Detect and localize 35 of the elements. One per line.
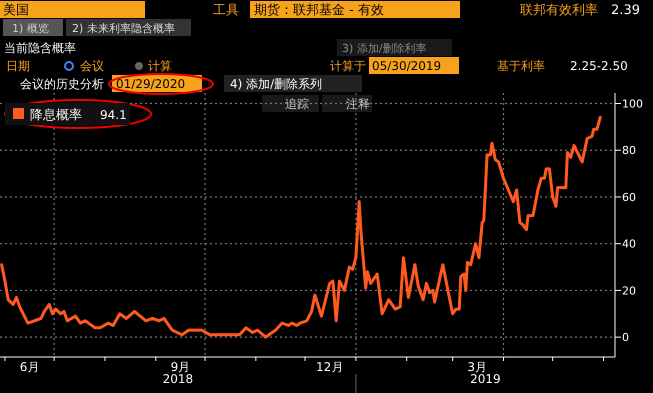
text: 美国 [3, 2, 29, 18]
text: 工具 [213, 3, 239, 18]
text: 01/29/2020 [116, 77, 186, 91]
y-tick-label: 40 [622, 238, 636, 251]
x-tick-label: 12月 [316, 360, 344, 374]
annotation: 注释 [346, 97, 370, 111]
text: 会议的历史分析 [20, 77, 104, 91]
text: 05/30/2019 [372, 59, 442, 73]
x-tick-label: 9月 [170, 360, 190, 374]
text: 计算 [148, 59, 172, 73]
text: 2019 [470, 372, 501, 386]
text: 2) 未来利率隐含概率 [72, 22, 175, 35]
text: 2.39 [611, 3, 640, 18]
text: 会议 [80, 59, 104, 73]
text: 期货：联邦基金 - 有效 [254, 3, 384, 18]
text: 联邦有效利率 [520, 2, 598, 18]
y-tick-label: 100 [622, 98, 643, 111]
annotation: 94.1 [100, 108, 127, 122]
y-tick-label: 60 [622, 190, 636, 204]
x-tick-label: 3月 [467, 360, 488, 374]
text: 基于利率 [497, 59, 545, 73]
chart-title: 当前隐含概率 [4, 41, 76, 55]
text: 日期 [6, 59, 30, 73]
y-tick-label: 0 [622, 331, 629, 344]
text: 计算于 [330, 59, 366, 73]
text: 1) 概览 [12, 22, 49, 35]
x-tick-label: 6月 [20, 360, 40, 374]
text: 2018 [162, 372, 194, 386]
text: 2.25-2.50 [570, 59, 628, 73]
text: 3) 添加/删除利率 [342, 42, 426, 55]
annotation: 追踪 [285, 97, 309, 111]
y-tick-label: 20 [622, 284, 636, 298]
text: 4) 添加/删除系列 [230, 77, 322, 91]
y-tick-label: 80 [622, 144, 636, 158]
legend-label: 降息概率 [30, 107, 82, 123]
